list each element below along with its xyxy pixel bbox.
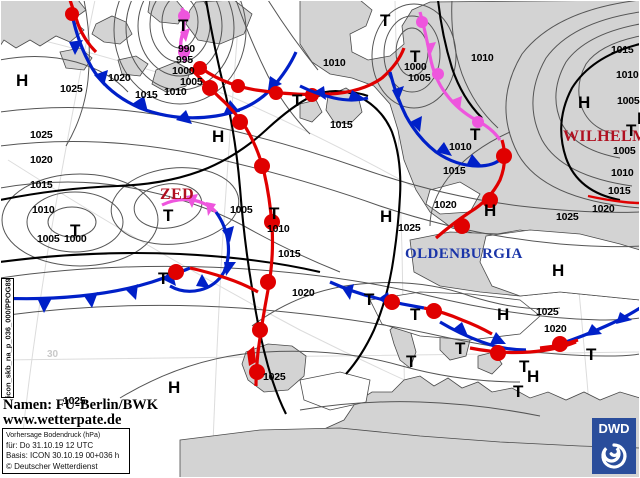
legend-copyright: © Deutscher Wetterdienst [6, 461, 98, 471]
iberia-red-marker [247, 346, 256, 366]
legend-box: Vorhersage Bodendruck (hPa) für: Do 31.1… [2, 428, 130, 474]
run-identifier-text: icon_skb_na_p_036_000/PPOG89 [3, 278, 12, 398]
dwd-logo-text: DWD [598, 421, 629, 436]
legend-basis-run: Basis: ICON 30.10.19 00+036 h [6, 451, 120, 461]
front-southern-europe [329, 280, 639, 361]
isobar-layer [1, 1, 639, 417]
dwd-spiral-icon [601, 443, 627, 469]
front-scandinavia-system [388, 11, 512, 240]
front-wilhelm-trough [587, 194, 639, 205]
run-identifier-strip: icon_skb_na_p_036_000/PPOG89 [1, 278, 14, 398]
front-occluded-north [178, 7, 190, 63]
dwd-logo: DWD [592, 418, 636, 474]
legend-product-title: Vorhersage Bodendruck (hPa) [6, 432, 101, 439]
front-zed-system [161, 194, 236, 293]
front-warm-central [193, 47, 406, 102]
front-warm-triplepoint [168, 264, 259, 294]
front-warm-atlantic-north [65, 1, 98, 54]
front-cold-uk [299, 84, 369, 102]
legend-valid-time: für: Do 31.10.19 12 UTC [6, 441, 94, 451]
front-warm-trailing-iberia [188, 66, 280, 387]
